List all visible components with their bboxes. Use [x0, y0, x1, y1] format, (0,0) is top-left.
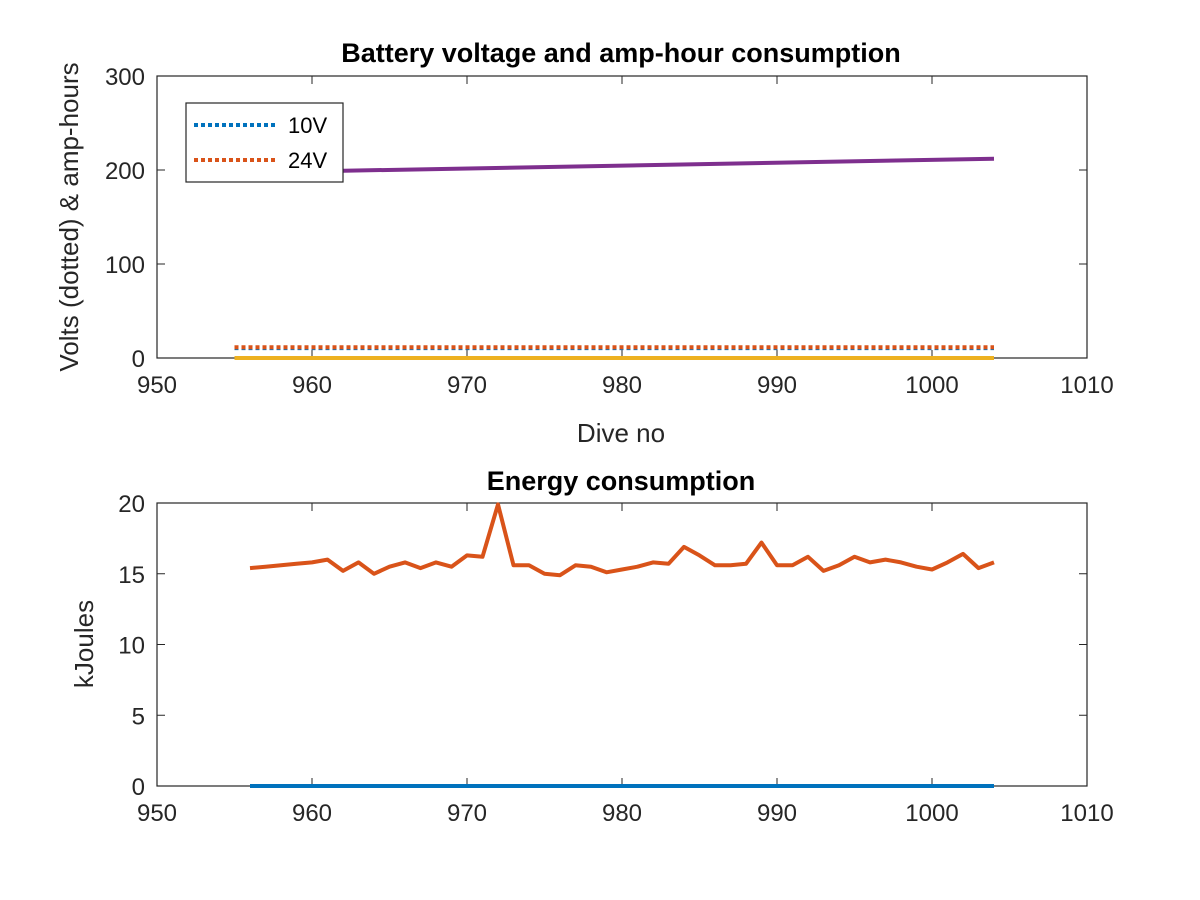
- y-ticks: 0 100 200 300: [105, 64, 1087, 373]
- series-group: [234, 156, 995, 360]
- x-tick-label: 980: [602, 372, 642, 399]
- x-tick-label: 970: [447, 800, 487, 827]
- y-tick-label: 15: [118, 562, 145, 589]
- chart-title: Battery voltage and amp-hour consumption: [341, 38, 901, 68]
- legend-label-24v: 24V: [288, 148, 327, 173]
- x-tick-label: 960: [292, 800, 332, 827]
- battery-voltage-chart: Battery voltage and amp-hour consumption…: [54, 38, 1114, 448]
- x-tick-label: 1010: [1060, 800, 1113, 827]
- y-axis-label: Volts (dotted) & amp-hours: [54, 62, 84, 371]
- y-tick-label: 5: [132, 703, 145, 730]
- energy-consumption-chart: Energy consumption 950 960 970 980 990 1000 10…: [69, 466, 1114, 827]
- x-ticks: 950 960 970 980 990 1000 1010: [137, 503, 1114, 827]
- x-tick-label: 1000: [905, 800, 958, 827]
- x-axis-label: Dive no: [577, 418, 665, 448]
- x-tick-label: 950: [137, 372, 177, 399]
- y-tick-label: 300: [105, 64, 145, 91]
- series-group: [249, 502, 995, 788]
- x-tick-label: 970: [447, 372, 487, 399]
- y-tick-label: 10: [118, 633, 145, 660]
- y-tick-label: 20: [118, 491, 145, 518]
- y-tick-label: 0: [132, 346, 145, 373]
- x-tick-label: 980: [602, 800, 642, 827]
- legend: 10V 24V: [185, 102, 344, 183]
- x-tick-label: 1000: [905, 372, 958, 399]
- x-tick-label: 990: [757, 372, 797, 399]
- x-tick-label: 950: [137, 800, 177, 827]
- x-tick-label: 990: [757, 800, 797, 827]
- x-tick-label: 960: [292, 372, 332, 399]
- y-axis-label: kJoules: [69, 600, 99, 688]
- x-ticks: 950 960 970 980 990 1000 1010: [137, 76, 1114, 399]
- y-tick-label: 0: [132, 774, 145, 801]
- series-line-0: [249, 502, 995, 578]
- x-tick-label: 1010: [1060, 372, 1113, 399]
- y-tick-label: 200: [105, 158, 145, 185]
- legend-box: [185, 102, 344, 183]
- plot-area: [156, 502, 1088, 787]
- legend-label-10v: 10V: [288, 113, 327, 138]
- y-ticks: 0 5 10 15 20: [118, 491, 1087, 801]
- series-line-3: [234, 156, 995, 175]
- chart-title: Energy consumption: [487, 466, 756, 496]
- y-tick-label: 100: [105, 252, 145, 279]
